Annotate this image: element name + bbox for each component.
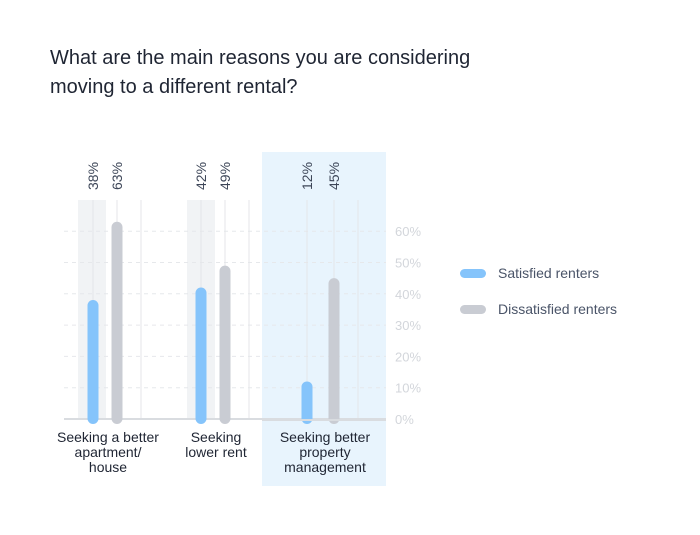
legend-dissatisfied: Dissatisfied renters — [460, 301, 617, 317]
category-label: lower rent — [185, 444, 247, 460]
highlight-region — [262, 152, 386, 486]
data-label: 12% — [299, 162, 315, 190]
data-label: 45% — [326, 162, 342, 190]
data-label: 42% — [193, 162, 209, 190]
y-tick-label: 0% — [395, 412, 414, 427]
y-tick-label: 60% — [395, 224, 421, 239]
category-label: Seeking — [191, 429, 242, 445]
category-label: Seeking better — [280, 429, 371, 445]
baseline-highlight — [262, 419, 386, 421]
category-label: apartment/ — [75, 444, 142, 460]
bar-satisfied — [195, 287, 207, 424]
bar-dissatisfied — [111, 221, 123, 424]
y-tick-label: 50% — [395, 256, 421, 271]
y-tick-label: 10% — [395, 381, 421, 396]
chart-title: What are the main reasons you are consid… — [50, 47, 471, 98]
category-label: management — [284, 459, 366, 475]
bar-satisfied — [301, 381, 313, 424]
category-label: house — [89, 459, 127, 475]
data-label: 38% — [85, 162, 101, 190]
legend-swatch-satisfied — [460, 268, 486, 278]
category-label: Seeking a better — [57, 429, 159, 445]
bar-satisfied — [87, 300, 99, 424]
bar-dissatisfied — [328, 278, 340, 424]
category-label: property — [299, 444, 350, 460]
legend-label: Dissatisfied renters — [498, 301, 618, 317]
data-label: 49% — [217, 162, 233, 190]
bar-dissatisfied — [219, 265, 231, 424]
y-tick-label: 40% — [395, 287, 421, 302]
data-label: 63% — [109, 162, 125, 190]
legend-satisfied: Satisfied renters — [460, 265, 599, 281]
y-tick-label: 20% — [395, 349, 421, 364]
legend-label: Satisfied renters — [498, 265, 600, 281]
y-tick-label: 30% — [395, 318, 421, 333]
legend-swatch-dissatisfied — [460, 304, 486, 314]
